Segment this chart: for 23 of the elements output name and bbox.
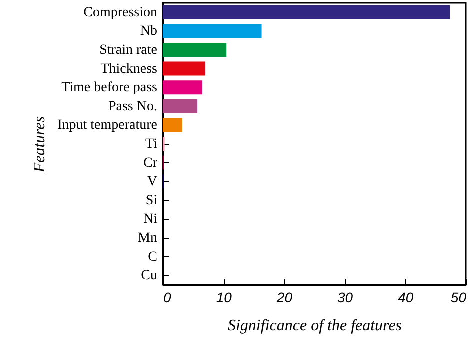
x-tick-label: 40 <box>398 290 414 306</box>
y-tick-label: C <box>148 250 158 265</box>
x-tick-label: 50 <box>450 290 467 306</box>
y-tick-label: V <box>147 174 158 190</box>
y-tick-label: Input temperature <box>58 118 158 134</box>
y-axis-title: Features <box>32 116 49 174</box>
y-tick-label: Cr <box>144 156 158 171</box>
x-axis-title: Significance of the features <box>228 318 402 334</box>
y-tick-label: Si <box>146 193 158 208</box>
x-tick-label: 0 <box>164 290 172 306</box>
y-tick-label: Mn <box>138 231 158 246</box>
y-tick-label: Ti <box>146 137 158 152</box>
y-tick-label: Time before pass <box>62 80 158 96</box>
y-tick-label: Compression <box>84 5 158 20</box>
y-tick-label: Pass No. <box>108 99 158 114</box>
x-tick-label: 30 <box>338 290 354 306</box>
x-tick-label: 20 <box>276 290 293 306</box>
y-tick-label: Nb <box>140 24 158 40</box>
y-tick-label: Cu <box>141 268 158 284</box>
y-tick-label: Thickness <box>100 62 158 77</box>
y-tick-label: Strain rate <box>100 43 158 58</box>
y-tick-label: Ni <box>144 212 158 228</box>
x-tick-label: 10 <box>216 290 232 306</box>
